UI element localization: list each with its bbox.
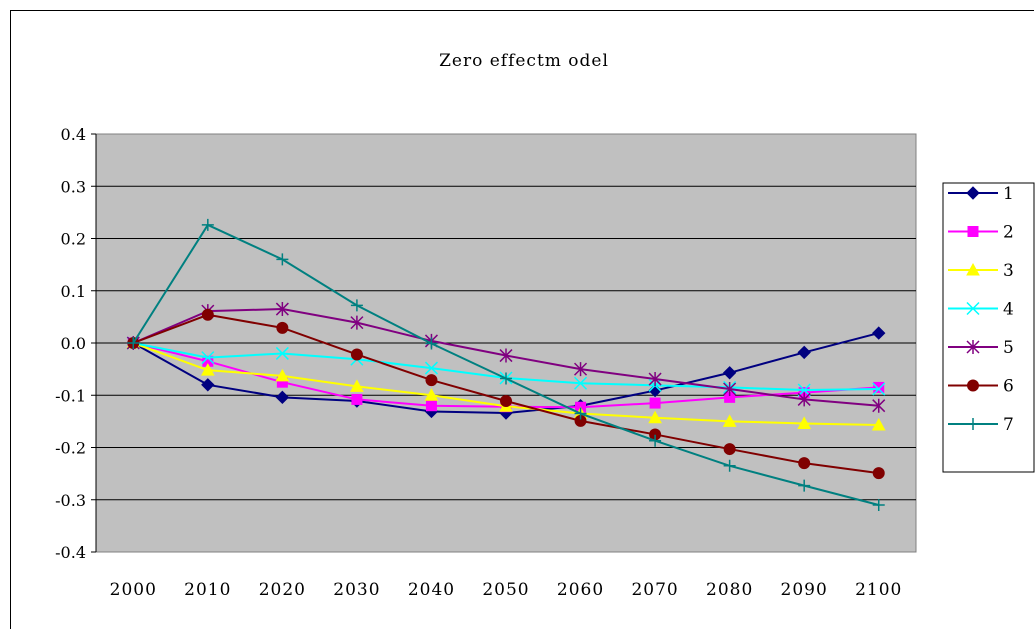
x-tick-label: 2040 [408,580,455,600]
series-6 [127,308,885,480]
legend-label: 6 [1003,377,1014,397]
data-point [201,351,215,365]
legend-item-7: 7 [948,415,1014,435]
data-point [872,398,886,413]
y-tick-label: 0.4 [61,125,86,144]
x-tick-label: 2030 [333,580,380,600]
legend-item-6: 6 [948,377,1014,397]
data-point [967,418,979,430]
data-point [350,315,364,330]
data-point [872,498,885,511]
data-point [872,326,886,340]
data-point [275,346,289,360]
data-point [966,186,980,200]
data-point [871,417,886,431]
data-point [649,434,662,447]
data-point [797,416,812,429]
y-tick-label: -0.2 [55,439,86,458]
legend-item-4: 4 [948,300,1014,320]
data-point [966,301,980,316]
legend-item-5: 5 [948,338,1014,358]
data-point [966,340,980,354]
legend-label: 2 [1003,223,1014,243]
data-point [500,372,512,385]
data-point [648,372,662,387]
data-point [499,348,513,363]
data-point [722,414,737,427]
legend-label: 3 [1003,261,1014,281]
data-point [201,218,214,231]
legend-label: 4 [1003,300,1014,320]
data-point [798,479,811,492]
data-point [275,390,290,405]
x-tick-label: 2010 [184,580,231,600]
data-point [723,459,736,472]
x-tick-label: 2070 [631,580,678,600]
data-point [425,400,437,412]
series-7 [127,218,885,511]
data-point [648,410,662,424]
chart-title: Zero effectm odel [439,51,609,71]
data-point [424,361,438,375]
data-point [723,381,737,396]
data-point [425,337,438,350]
data-point [276,253,289,266]
x-tick-label: 2090 [781,580,828,600]
x-tick-label: 2050 [482,580,529,600]
data-point [500,394,512,407]
data-point [873,381,885,393]
y-tick-label: 0.1 [61,282,86,301]
data-point [127,337,140,349]
data-point [574,362,588,377]
legend-item-3: 3 [948,261,1014,281]
data-point [276,321,289,334]
data-point [275,368,290,382]
x-tick-label: 2100 [855,580,902,600]
x-tick-label: 2080 [706,580,753,600]
legend-box [942,182,1035,473]
data-point [723,443,736,456]
legend-item-2: 2 [948,223,1014,243]
data-point [967,226,979,237]
data-point [350,348,363,361]
data-point [722,366,737,380]
data-point [797,392,811,407]
y-tick-label: -0.1 [55,386,86,405]
legend-label: 5 [1003,338,1014,358]
data-point [201,308,214,321]
data-point [351,393,363,405]
y-tick-label: -0.3 [55,491,86,510]
data-point [797,345,811,360]
data-point [350,379,364,392]
y-tick-label: 0.3 [61,177,86,196]
data-point [967,379,979,392]
legend-label: 7 [1003,415,1014,435]
data-point [201,378,215,392]
y-tick-label: -0.4 [55,543,86,562]
x-tick-label: 2060 [557,580,604,600]
data-point [574,407,587,420]
data-point [649,397,661,409]
data-point [424,388,439,401]
data-point [966,262,980,276]
legend-item-1: 1 [948,184,1014,204]
data-point [872,382,886,396]
x-tick-label: 2000 [110,580,157,600]
legend-label: 1 [1003,184,1014,204]
data-point [350,299,363,312]
data-point [200,363,215,376]
data-point [574,376,588,390]
y-tick-label: 0.0 [61,334,86,353]
x-tick-label: 2020 [259,580,306,600]
data-point [425,374,438,387]
y-tick-label: 0.2 [61,230,86,249]
data-point [798,457,811,470]
data-point [797,383,811,397]
data-point [872,467,885,480]
data-point [275,302,289,317]
